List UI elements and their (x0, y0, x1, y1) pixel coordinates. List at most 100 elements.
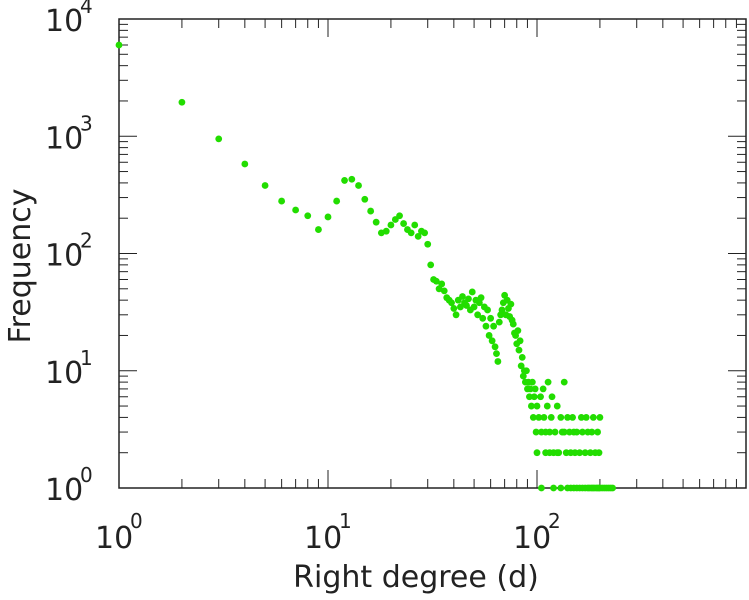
major-ticks (118, 19, 746, 489)
y-tick-label: 101 (45, 346, 93, 391)
data-point (546, 449, 554, 457)
data-point (477, 294, 485, 302)
data-point (539, 385, 547, 393)
data-point (261, 182, 269, 189)
y-tick-label: 103 (45, 111, 93, 156)
data-point (595, 449, 603, 457)
data-point (588, 428, 596, 436)
data-point (609, 484, 617, 492)
data-point (333, 197, 341, 205)
data-point (507, 300, 515, 308)
data-point (367, 207, 375, 215)
data-point (494, 358, 502, 365)
data-point (547, 414, 555, 421)
data-point (594, 428, 602, 436)
x-tick-base: 10 (95, 521, 133, 556)
data-point (589, 414, 597, 421)
data-point (550, 484, 557, 492)
data-point (215, 135, 223, 143)
data-point (432, 277, 440, 285)
data-point (567, 484, 575, 492)
data-point (438, 280, 446, 288)
data-point (324, 213, 332, 221)
y-tick-base: 10 (45, 4, 83, 39)
data-point (538, 484, 545, 492)
data-point (448, 299, 455, 307)
data-point (533, 449, 541, 457)
y-tick-base: 10 (45, 121, 83, 156)
y-tick-label: 102 (45, 229, 93, 274)
data-point (553, 449, 561, 457)
data-point (355, 182, 362, 189)
data-point (544, 378, 552, 386)
data-point (581, 449, 589, 457)
data-point (452, 311, 460, 319)
y-tick-base: 10 (45, 473, 83, 508)
data-point (527, 385, 534, 393)
data-point (586, 449, 594, 457)
data-point (573, 428, 581, 436)
data-point (518, 353, 526, 361)
y-tick-exponent: 3 (80, 111, 93, 135)
data-point (527, 402, 535, 410)
data-point (414, 232, 422, 240)
data-point (560, 378, 568, 386)
data-point (571, 449, 579, 457)
x-axis-title: Right degree (d) (293, 560, 539, 595)
data-point (341, 177, 348, 184)
data-point (490, 322, 498, 330)
data-point (540, 414, 548, 421)
data-point (407, 229, 415, 237)
x-tick-exponent: 2 (548, 509, 561, 533)
x-tick-labels: 100 101 102 (95, 509, 561, 556)
data-point (178, 98, 186, 106)
data-point (533, 402, 541, 410)
data-point (411, 221, 419, 229)
data-point (553, 402, 561, 410)
data-point (474, 311, 482, 319)
x-tick-label: 101 (304, 509, 352, 556)
y-axis-title: Frequency (3, 189, 38, 344)
x-tick-exponent: 1 (339, 509, 352, 533)
data-point (396, 212, 403, 220)
data-point (519, 372, 527, 380)
data-point (482, 322, 490, 330)
data-point (498, 306, 506, 314)
data-point (485, 332, 493, 339)
data-point (514, 327, 522, 335)
plot-frame (118, 18, 747, 489)
data-point (440, 287, 448, 295)
data-points (115, 41, 617, 492)
data-point (573, 484, 581, 492)
data-point (537, 393, 544, 401)
data-point (463, 302, 470, 309)
data-point (532, 428, 540, 436)
data-point (531, 385, 539, 393)
data-point (596, 414, 604, 421)
data-point (421, 229, 429, 237)
data-point (488, 337, 496, 345)
x-tick-base: 10 (513, 521, 551, 556)
y-tick-base: 10 (45, 239, 83, 274)
data-point (400, 220, 408, 227)
data-point (450, 305, 458, 312)
data-point (487, 314, 495, 322)
y-tick-label: 100 (45, 463, 93, 508)
data-point (569, 414, 576, 421)
minor-ticks (119, 19, 746, 488)
y-tick-exponent: 0 (80, 463, 93, 487)
data-point (543, 402, 551, 410)
y-tick-exponent: 2 (80, 229, 93, 253)
data-point (484, 306, 491, 314)
data-point (304, 212, 312, 220)
y-tick-exponent: 4 (80, 0, 93, 18)
y-tick-label: 104 (45, 0, 93, 39)
data-point (577, 414, 585, 421)
data-point (516, 337, 524, 345)
data-point (557, 484, 565, 492)
data-point (528, 378, 536, 386)
data-point (456, 303, 464, 311)
x-tick-label: 100 (95, 509, 143, 556)
data-point (470, 303, 478, 311)
